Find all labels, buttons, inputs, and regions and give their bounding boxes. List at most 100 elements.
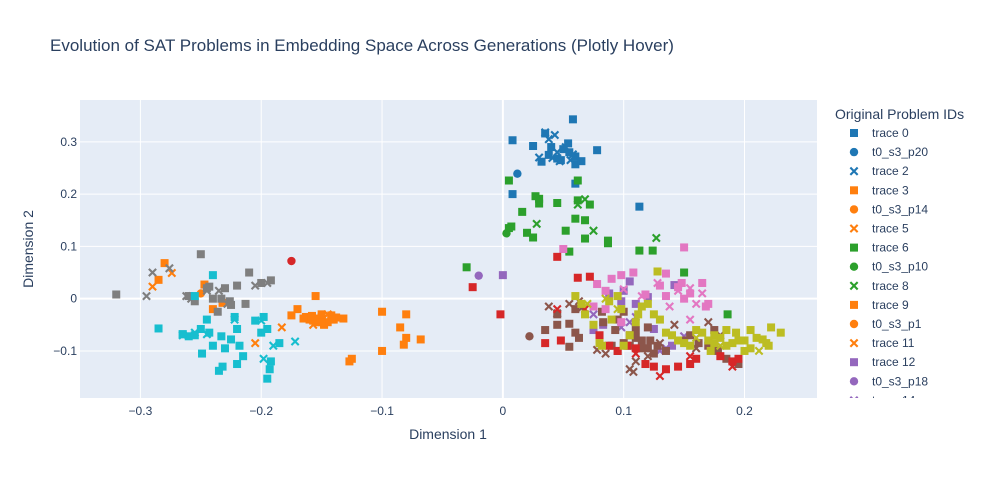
- legend-item[interactable]: trace 12: [850, 355, 916, 369]
- data-point[interactable]: [218, 298, 227, 307]
- data-point[interactable]: [637, 302, 646, 311]
- data-point[interactable]: [299, 314, 308, 323]
- legend-marker[interactable]: [849, 166, 859, 176]
- data-point[interactable]: [181, 291, 191, 301]
- data-point[interactable]: [629, 268, 638, 277]
- data-point[interactable]: [160, 259, 169, 268]
- data-point[interactable]: [227, 300, 236, 309]
- legend-marker[interactable]: [849, 338, 859, 348]
- data-point[interactable]: [290, 337, 300, 346]
- data-point[interactable]: [553, 252, 562, 261]
- data-point[interactable]: [637, 344, 646, 353]
- data-point[interactable]: [631, 349, 641, 358]
- data-point[interactable]: [655, 315, 664, 324]
- data-point[interactable]: [631, 318, 640, 327]
- legend-marker[interactable]: [850, 243, 858, 252]
- data-point[interactable]: [691, 333, 701, 343]
- data-point[interactable]: [680, 268, 689, 277]
- data-point[interactable]: [339, 314, 348, 323]
- data-point[interactable]: [589, 226, 598, 236]
- legend-item[interactable]: trace 9: [850, 298, 909, 312]
- data-point[interactable]: [268, 341, 278, 351]
- data-point[interactable]: [223, 299, 232, 309]
- data-point[interactable]: [601, 349, 610, 358]
- data-point[interactable]: [619, 284, 629, 294]
- data-point[interactable]: [631, 357, 641, 366]
- data-point[interactable]: [556, 336, 565, 345]
- data-point[interactable]: [655, 338, 665, 348]
- data-point[interactable]: [573, 200, 583, 209]
- data-point[interactable]: [507, 222, 516, 231]
- data-point[interactable]: [732, 328, 741, 337]
- data-point[interactable]: [661, 269, 670, 278]
- data-point[interactable]: [239, 352, 248, 361]
- data-point[interactable]: [508, 136, 517, 145]
- data-point[interactable]: [202, 284, 211, 293]
- data-point[interactable]: [619, 286, 628, 295]
- data-point[interactable]: [653, 278, 662, 288]
- data-point[interactable]: [728, 357, 737, 366]
- data-point[interactable]: [619, 341, 628, 350]
- data-point[interactable]: [776, 328, 785, 337]
- data-point[interactable]: [740, 336, 749, 345]
- data-point[interactable]: [544, 302, 554, 311]
- data-point[interactable]: [241, 299, 250, 308]
- data-point[interactable]: [767, 323, 776, 332]
- data-point[interactable]: [764, 341, 773, 350]
- data-point[interactable]: [142, 291, 151, 301]
- data-point[interactable]: [496, 310, 505, 319]
- legend-item[interactable]: trace 3: [850, 183, 909, 197]
- legend-marker[interactable]: [849, 262, 859, 271]
- data-point[interactable]: [716, 333, 725, 342]
- data-point[interactable]: [734, 360, 743, 369]
- data-point[interactable]: [661, 365, 670, 374]
- data-point[interactable]: [307, 312, 316, 321]
- legend-item[interactable]: trace 2: [849, 164, 909, 178]
- data-point[interactable]: [601, 305, 610, 314]
- data-point[interactable]: [722, 341, 731, 350]
- data-point[interactable]: [634, 310, 643, 319]
- data-point[interactable]: [740, 346, 749, 355]
- data-point[interactable]: [665, 302, 674, 311]
- data-point[interactable]: [148, 268, 157, 277]
- data-point[interactable]: [651, 233, 661, 243]
- data-point[interactable]: [611, 326, 620, 335]
- data-point[interactable]: [214, 366, 223, 375]
- data-point[interactable]: [565, 247, 574, 256]
- data-point[interactable]: [713, 346, 722, 355]
- data-point[interactable]: [208, 294, 217, 303]
- data-point[interactable]: [625, 331, 634, 340]
- data-point[interactable]: [112, 290, 121, 299]
- data-point[interactable]: [233, 360, 242, 369]
- data-point[interactable]: [635, 202, 644, 211]
- data-point[interactable]: [589, 320, 598, 329]
- data-point[interactable]: [262, 278, 272, 288]
- data-point[interactable]: [646, 336, 655, 345]
- data-point[interactable]: [617, 297, 626, 306]
- data-point[interactable]: [547, 143, 556, 152]
- data-point[interactable]: [314, 315, 323, 324]
- legend-marker[interactable]: [850, 300, 858, 309]
- data-point[interactable]: [648, 246, 657, 255]
- data-point[interactable]: [568, 115, 577, 124]
- data-point[interactable]: [581, 234, 590, 243]
- data-point[interactable]: [178, 330, 188, 340]
- data-point[interactable]: [698, 328, 707, 337]
- data-point[interactable]: [603, 239, 612, 248]
- data-point[interactable]: [220, 284, 229, 293]
- data-points[interactable]: [112, 115, 785, 383]
- data-point[interactable]: [589, 310, 598, 319]
- legend-marker[interactable]: [850, 129, 858, 137]
- data-point[interactable]: [327, 315, 336, 324]
- data-point[interactable]: [230, 315, 239, 324]
- legend-marker[interactable]: [849, 147, 859, 157]
- data-point[interactable]: [190, 328, 200, 337]
- data-point[interactable]: [680, 339, 689, 348]
- data-point[interactable]: [668, 341, 677, 350]
- legend-marker[interactable]: [849, 281, 859, 291]
- data-point[interactable]: [541, 339, 550, 348]
- data-point[interactable]: [535, 199, 544, 208]
- data-point[interactable]: [722, 354, 731, 363]
- data-point[interactable]: [704, 341, 713, 350]
- legend-item[interactable]: trace 8: [849, 279, 909, 293]
